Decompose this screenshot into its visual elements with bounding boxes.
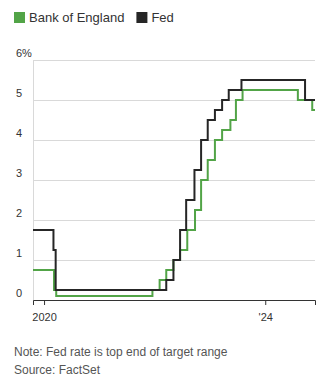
x-tick-mark (265, 300, 266, 305)
grid-line (33, 220, 315, 221)
legend-item: Bank of England (14, 10, 124, 25)
y-tick-label: 0 (16, 287, 22, 299)
annotation: Source: FactSet (14, 363, 101, 377)
y-tick-label: 5 (16, 87, 22, 99)
x-tick-mark (44, 300, 45, 305)
legend-swatch (14, 12, 25, 23)
y-tick: 2 (16, 207, 315, 221)
grid-line (33, 140, 315, 141)
y-axis: 0 1 2 3 4 5 6% (16, 47, 315, 301)
grid-line (33, 60, 315, 61)
lines (33, 80, 315, 296)
x-axis-line (34, 301, 316, 306)
chart: 0 1 2 3 4 5 6% 2020 '24 Bank of England Fed Note: F… (0, 0, 327, 391)
legend-label: Fed (151, 10, 173, 25)
legend-swatch (136, 12, 147, 23)
annotation: Note: Fed rate is top end of target rang… (14, 345, 228, 359)
y-tick-label: 4 (16, 127, 22, 139)
y-tick: 3 (16, 167, 315, 181)
x-tick-label: 2020 (32, 311, 56, 323)
x-tick: '24 (259, 300, 273, 323)
y-tick: 5 (16, 87, 315, 101)
y-tick: 4 (16, 127, 315, 141)
y-tick-label: 6% (16, 47, 32, 59)
series-line (33, 80, 315, 290)
legend: Bank of England Fed (14, 10, 174, 25)
y-tick: 1 (16, 247, 315, 261)
grid-line (33, 180, 315, 181)
legend-label: Bank of England (29, 10, 124, 25)
legend-item: Fed (136, 10, 173, 25)
y-tick-label: 2 (16, 207, 22, 219)
x-tick: 2020 (32, 300, 56, 323)
y-tick-label: 1 (16, 247, 22, 259)
x-axis: 2020 '24 (32, 300, 315, 323)
y-axis-line (34, 61, 316, 301)
x-tick-label: '24 (259, 311, 273, 323)
grid-line (33, 100, 315, 101)
y-tick: 6% (16, 47, 315, 61)
plot: 0 1 2 3 4 5 6% 2020 '24 (16, 47, 316, 323)
y-tick-label: 3 (16, 167, 22, 179)
